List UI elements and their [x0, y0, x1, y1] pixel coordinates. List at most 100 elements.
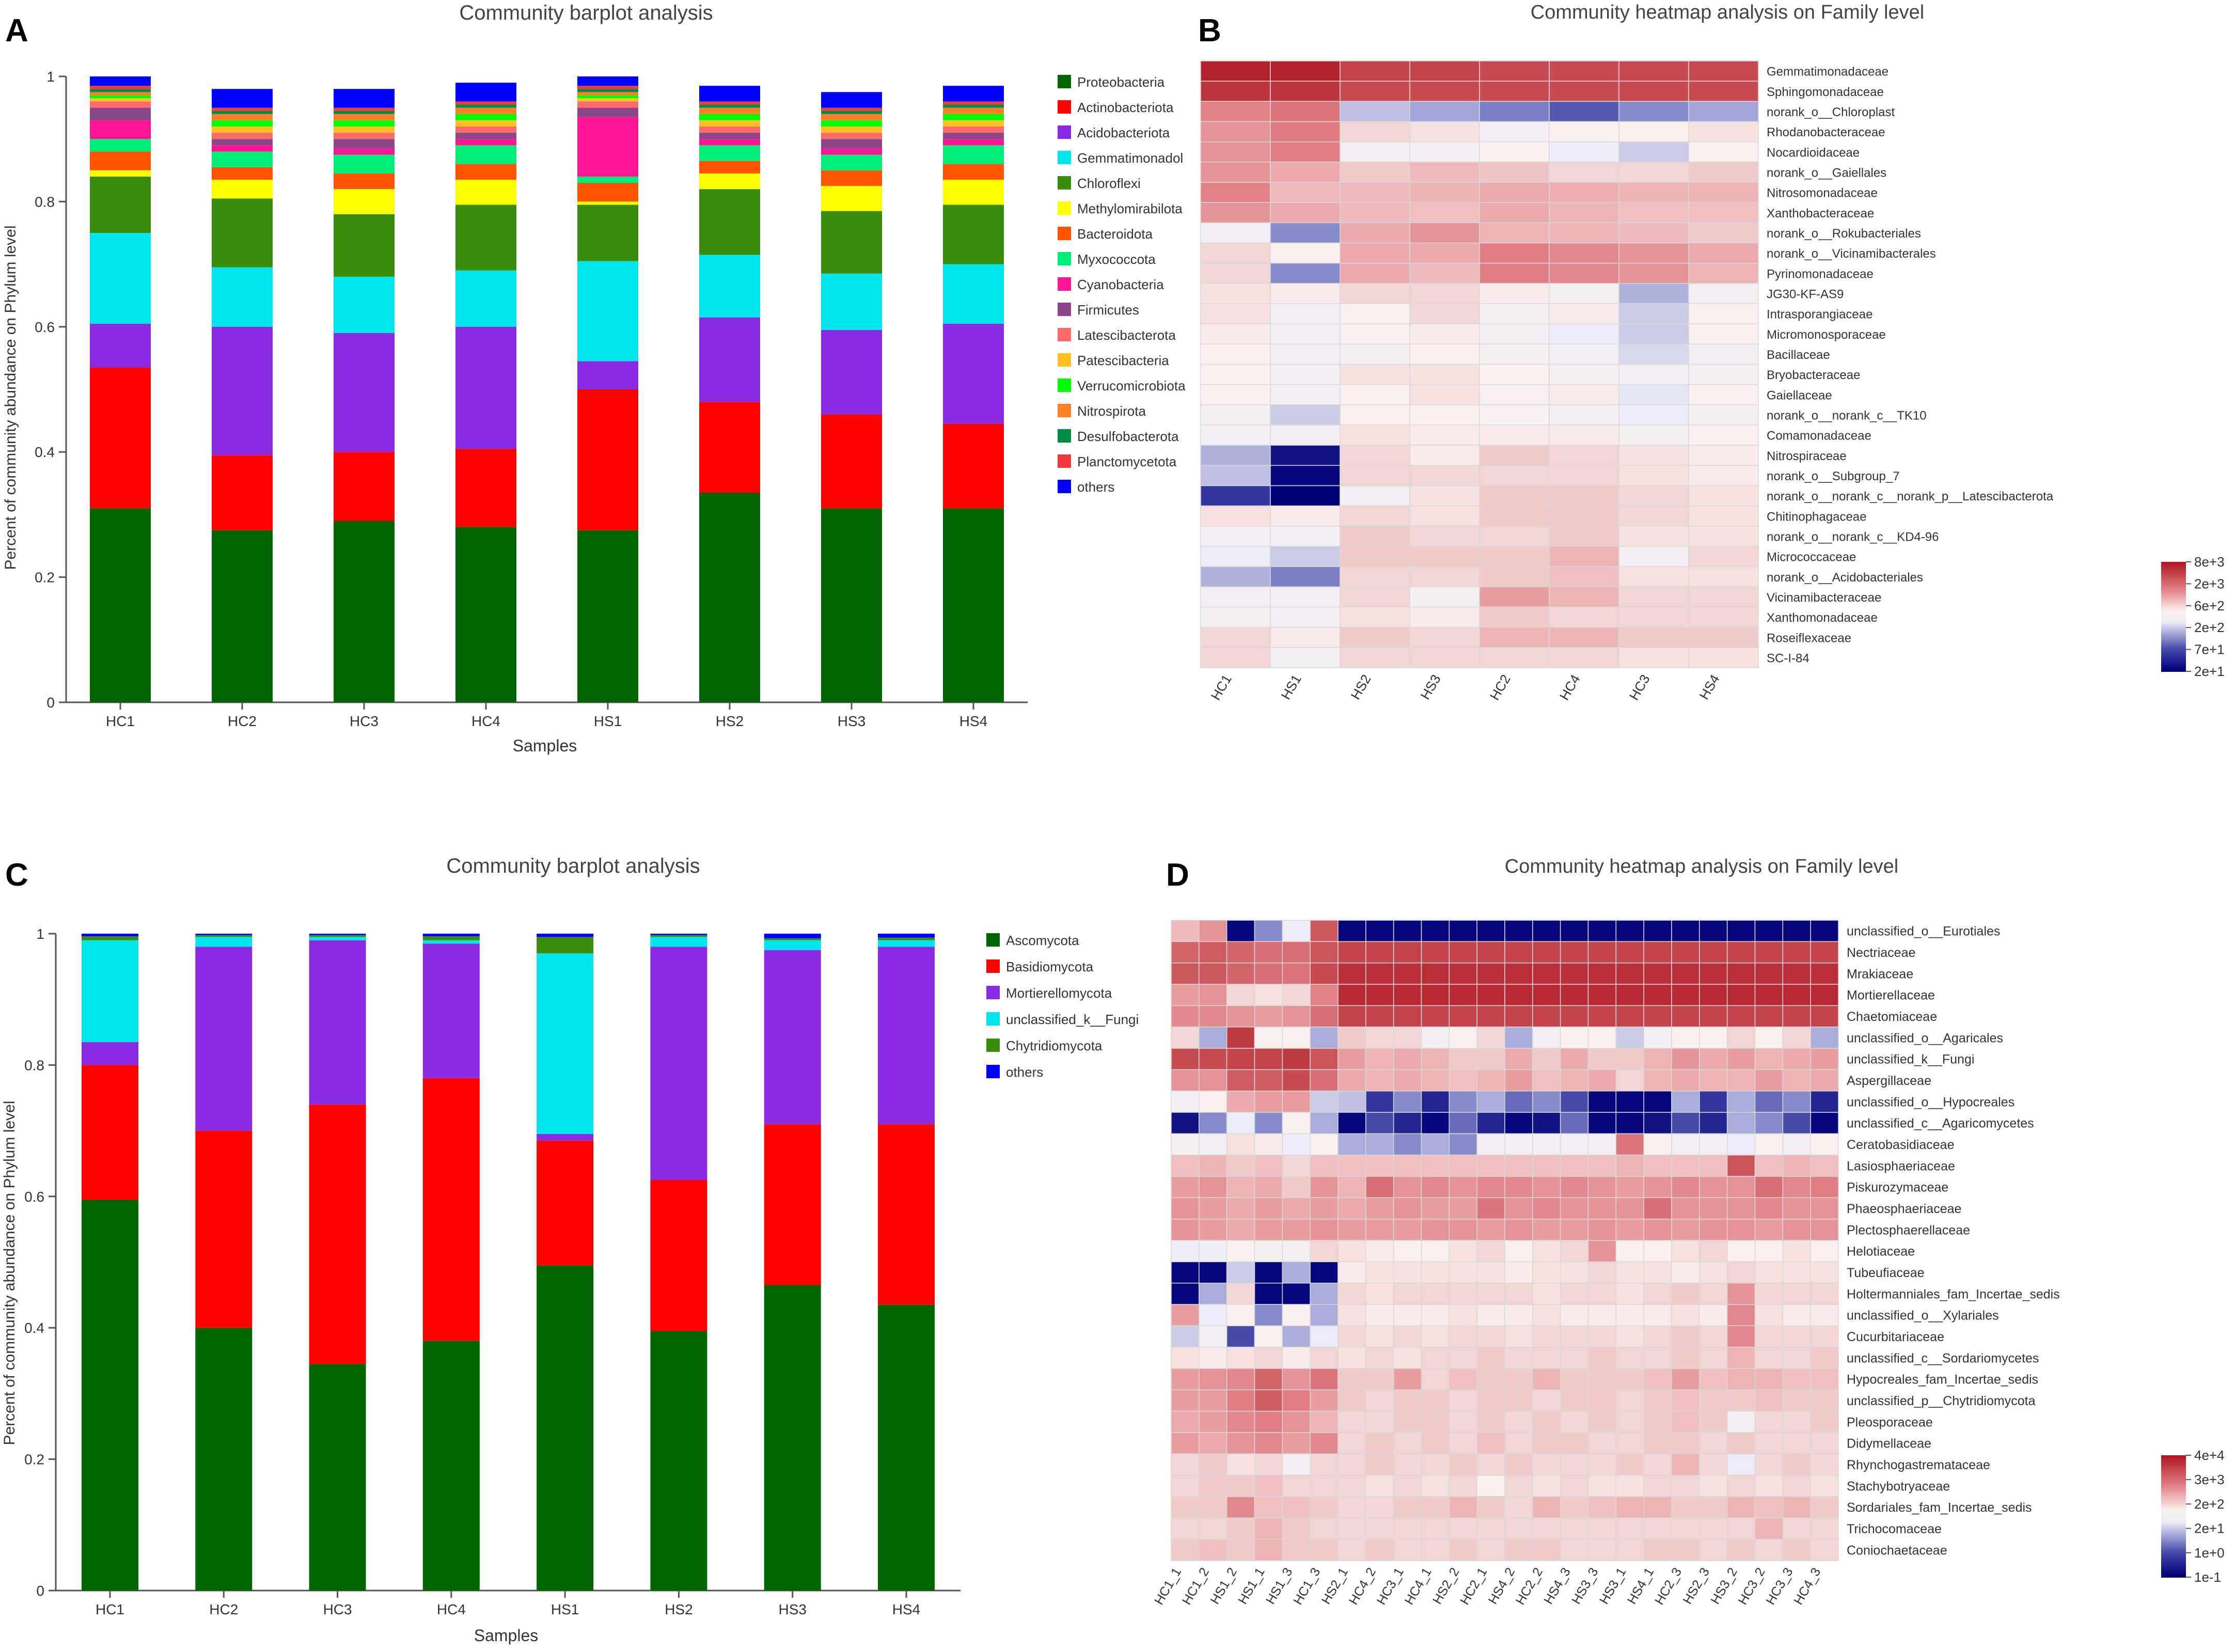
legend-label: Gemmatimonadol: [1077, 150, 1183, 166]
heatmap-cell: [1270, 202, 1341, 224]
heatmap-cell: [1726, 1432, 1756, 1455]
heatmap-cell: [1618, 262, 1689, 284]
heatmap-cell: [1409, 626, 1480, 648]
heatmap-cell: [1449, 1133, 1477, 1156]
heatmap-cell: [1699, 1282, 1728, 1305]
heatmap-cell: [1365, 1240, 1394, 1263]
heatmap-cell: [1409, 546, 1480, 567]
heatmap-cell: [1643, 1197, 1672, 1220]
heatmap-cell: [1337, 1197, 1366, 1220]
heatmap-cell: [1310, 1240, 1339, 1263]
heatmap-cell: [1532, 1197, 1561, 1220]
heatmap-cell: [1409, 60, 1480, 82]
scale-step: [2161, 1530, 2186, 1533]
heatmap-cell: [1270, 647, 1341, 668]
row-label: unclassified_k__Fungi: [1847, 1052, 1974, 1067]
heatmap-cell: [1340, 81, 1410, 102]
scale-step: [2161, 1561, 2186, 1564]
heatmap-cell: [1200, 364, 1271, 385]
scale-step: [2161, 585, 2186, 588]
heatmap-cell: [1282, 1432, 1311, 1455]
heatmap-cell: [1270, 606, 1341, 628]
heatmap-cell: [1782, 1517, 1811, 1540]
heatmap-cell: [1643, 1069, 1672, 1092]
heatmap-cell: [1549, 343, 1619, 365]
heatmap-cell: [1421, 1133, 1450, 1156]
bar-segment: [577, 86, 638, 89]
bar-segment: [943, 323, 1004, 424]
bar-segment: [577, 204, 638, 261]
heatmap-cell: [1421, 1282, 1450, 1305]
heatmap-cell: [1504, 941, 1533, 964]
legend-label: Bacteroidota: [1077, 226, 1153, 242]
heatmap-cell: [1254, 1368, 1283, 1391]
bar-segment: [943, 101, 1004, 105]
scale-step: [2161, 569, 2186, 572]
heatmap-cell: [1782, 1176, 1811, 1199]
heatmap-cell: [1476, 1474, 1505, 1497]
bar-segment: [764, 938, 821, 940]
row-label: Helotiaceae: [1847, 1245, 1915, 1259]
heatmap-cell: [1532, 1112, 1561, 1135]
bar-segment: [212, 267, 273, 327]
heatmap-cell: [1810, 1112, 1839, 1135]
bar-segment: [943, 86, 1004, 102]
heatmap-cell: [1671, 1346, 1700, 1369]
heatmap-cell: [1549, 586, 1619, 608]
heatmap-cell: [1476, 984, 1505, 1006]
heatmap-cell: [1643, 1154, 1672, 1177]
heatmap-cell: [1754, 1048, 1784, 1071]
heatmap-cell: [1199, 1026, 1227, 1049]
heatmap-cell: [1199, 1282, 1227, 1305]
heatmap-cell: [1782, 1304, 1811, 1327]
heatmap-cell: [1479, 606, 1550, 628]
heatmap-cell: [1199, 941, 1227, 964]
bar-segment: [943, 133, 1004, 139]
heatmap-cell: [1409, 384, 1480, 405]
y-tick-label: 0: [46, 695, 55, 711]
heatmap-cell: [1337, 1218, 1366, 1241]
heatmap-cell: [1688, 526, 1759, 547]
heatmap-cell: [1810, 1154, 1839, 1177]
heatmap-cell: [1504, 962, 1533, 985]
heatmap-cell: [1340, 141, 1410, 163]
heatmap-cell: [1340, 586, 1410, 608]
heatmap-cell: [1643, 920, 1672, 942]
scale-step: [2161, 648, 2186, 650]
heatmap-cell: [1476, 1240, 1505, 1263]
heatmap-cell: [1754, 1240, 1784, 1263]
scale-label: 7e+1: [2194, 642, 2225, 657]
bar-segment: [455, 145, 516, 164]
bar-segment: [821, 107, 882, 111]
heatmap-cell: [1337, 941, 1366, 964]
heatmap-cell: [1643, 1112, 1672, 1135]
heatmap-cell: [1476, 1005, 1505, 1028]
row-label: JG30-KF-AS9: [1767, 287, 1844, 301]
bar-segment: [455, 83, 516, 102]
heatmap-cell: [1479, 141, 1550, 163]
heatmap-cell: [1282, 1410, 1311, 1433]
heatmap-cell: [1199, 1218, 1227, 1241]
heatmap-cell: [1409, 424, 1480, 446]
row-label: Bryobacteraceae: [1767, 368, 1860, 382]
legend-swatch: [1058, 353, 1071, 367]
heatmap-cell: [1615, 1282, 1644, 1305]
bar-segment: [334, 452, 395, 521]
scale-label: 8e+3: [2194, 554, 2225, 570]
heatmap-cell: [1200, 81, 1271, 102]
heatmap-cell: [1618, 202, 1689, 224]
heatmap-cell: [1615, 1090, 1644, 1113]
heatmap-cell: [1340, 162, 1410, 183]
heatmap-cell: [1171, 984, 1200, 1006]
heatmap-cell: [1337, 962, 1366, 985]
heatmap-cell: [1699, 984, 1728, 1006]
heatmap-cell: [1504, 1240, 1533, 1263]
heatmap-cell: [1587, 941, 1617, 964]
heatmap-cell: [1549, 222, 1619, 244]
heatmap-cell: [1476, 1197, 1505, 1220]
heatmap-cell: [1810, 1176, 1839, 1199]
heatmap-cell: [1532, 1538, 1561, 1561]
heatmap-cell: [1393, 941, 1422, 964]
heatmap-cell: [1337, 1474, 1366, 1497]
heatmap-cell: [1726, 1410, 1756, 1433]
